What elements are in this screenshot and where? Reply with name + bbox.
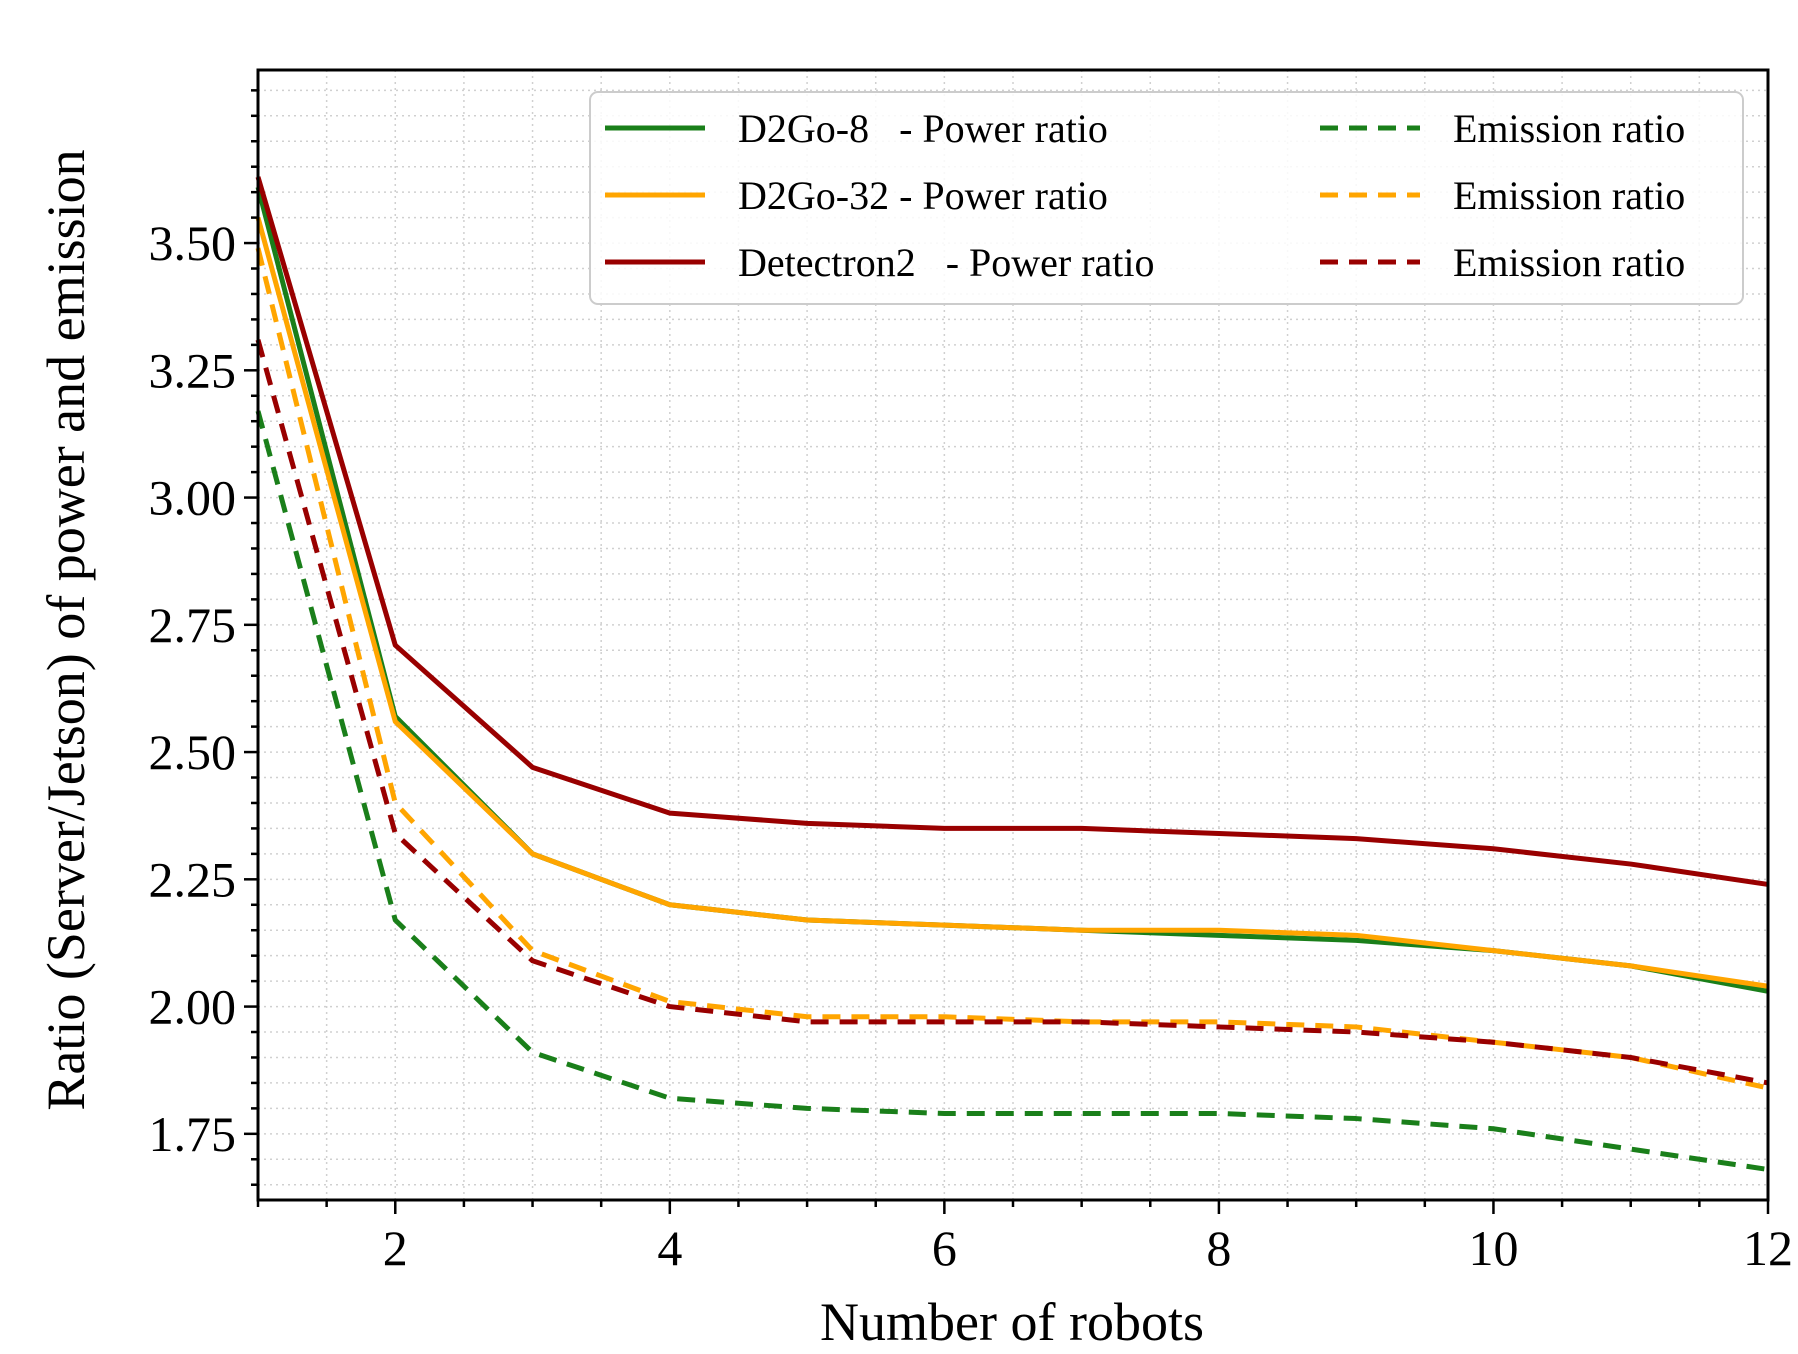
series-line-5: [255, 247, 1769, 1091]
series-line-3: [255, 176, 1769, 887]
x-tick-label: 2: [383, 1220, 408, 1276]
legend-label: Emission ratio: [1453, 240, 1685, 285]
series-line-6: [255, 339, 1769, 1086]
x-tick-label: 8: [1206, 1220, 1231, 1276]
x-tick-label: 6: [932, 1220, 957, 1276]
y-tick-label: 2.75: [149, 597, 237, 653]
legend-label: Emission ratio: [1453, 106, 1685, 151]
legend-label: D2Go-32 - Power ratio: [738, 173, 1108, 218]
legend-box: [589, 91, 1744, 305]
y-tick-label: 2.50: [149, 724, 237, 780]
x-tick-label: 12: [1743, 1220, 1793, 1276]
y-tick-label: 3.25: [149, 342, 237, 398]
legend-label: Emission ratio: [1453, 173, 1685, 218]
series-line-4: [255, 410, 1769, 1172]
y-tick-label: 2.25: [149, 851, 237, 907]
legend-label: D2Go-8 - Power ratio: [738, 106, 1108, 151]
series-line-2: [255, 216, 1769, 989]
y-tick-label: 2.00: [149, 979, 237, 1035]
y-tick-label: 1.75: [149, 1106, 237, 1162]
x-tick-label: 4: [657, 1220, 682, 1276]
y-tick-label: 3.50: [149, 215, 237, 271]
y-axis-title: Ratio (Server/Jetson) of power and emiss…: [36, 149, 96, 1110]
x-axis-title: Number of robots: [820, 1292, 1204, 1349]
legend: D2Go-8 - Power ratio D2Go-32 - Power rati…: [589, 91, 1744, 305]
x-tick-label: 10: [1468, 1220, 1518, 1276]
axes-layer: 2 4 6 8 10 12 1.75 2.00 2.25 2.50 2.75 3.00 3.25 3.50: [149, 68, 1793, 1276]
legend-label: Detectron2 - Power ratio: [738, 240, 1155, 285]
series-layer: [255, 176, 1769, 1172]
y-tick-label: 3.00: [149, 470, 237, 526]
